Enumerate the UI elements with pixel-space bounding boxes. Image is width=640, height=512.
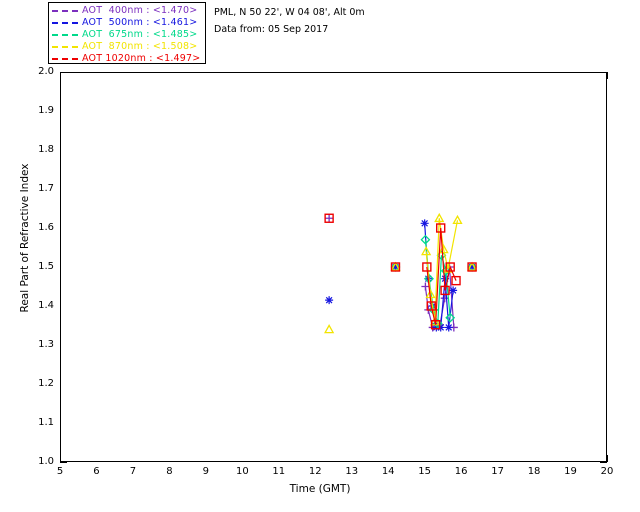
y-tick-label: 1.5 [38,261,54,272]
x-tick-label: 15 [418,466,432,477]
y-tick-label: 1.7 [38,183,54,194]
x-tick-label: 17 [491,466,504,477]
header-date-info: Data from: 05 Sep 2017 [214,24,329,35]
x-tick-label: 19 [564,466,577,477]
y-tick-label: 1.0 [38,456,54,467]
y-tick-label: 1.2 [38,378,54,389]
x-tick-label: 16 [454,466,468,477]
x-tick-label: 5 [56,466,64,477]
legend-label-1020nm: AOT 1020nm : <1.497> [82,53,201,64]
legend-item-400nm: AOT 400nm : <1.470> [52,5,204,17]
header-site-info: PML, N 50 22', W 04 08', Alt 0m [214,7,365,18]
y-tick-label: 1.3 [38,339,54,350]
y-tick-mark-right [600,462,607,463]
series-aot-1020nm [324,213,477,330]
plot-data-area [60,72,607,462]
x-tick-mark-top [607,72,608,79]
legend-label-400nm: AOT 400nm : <1.470> [82,5,198,16]
y-tick-label: 1.9 [38,105,54,116]
legend: AOT 400nm : <1.470> AOT 500nm : <1.461> AO… [48,2,206,64]
legend-line-swatch-400nm [52,10,78,12]
y-tick-label: 1.1 [38,417,54,428]
x-axis-title: Time (GMT) [289,483,351,495]
legend-item-870nm: AOT 870nm : <1.508> [52,41,204,53]
series-aot-400nm [325,214,477,332]
y-tick-label: 2.0 [38,66,54,77]
x-tick-label: 6 [93,466,100,477]
legend-label-870nm: AOT 870nm : <1.508> [82,41,198,52]
x-tick-label: 12 [308,466,322,477]
y-axis-title: Real Part of Refractive Index [19,163,31,313]
x-tick-label: 14 [381,466,395,477]
legend-line-swatch-1020nm [52,58,78,60]
x-tick-label: 11 [272,466,286,477]
legend-label-500nm: AOT 500nm : <1.461> [82,17,198,28]
y-tick-label: 1.6 [38,222,54,233]
x-tick-label: 10 [235,466,249,477]
x-tick-label: 8 [166,466,173,477]
x-tick-label: 20 [600,466,614,477]
legend-label-675nm: AOT 675nm : <1.485> [82,29,198,40]
x-tick-label: 7 [129,466,137,477]
x-tick-label: 9 [202,466,210,477]
y-tick-label: 1.8 [38,144,54,155]
x-tick-label: 13 [345,466,359,477]
legend-line-swatch-500nm [52,22,78,24]
x-tick-label: 18 [527,466,541,477]
legend-line-swatch-675nm [52,34,78,36]
plot-frame [60,72,607,462]
legend-item-500nm: AOT 500nm : <1.461> [52,17,204,29]
y-tick-mark [60,462,67,463]
y-tick-label: 1.4 [38,300,54,311]
x-tick-mark [607,455,608,462]
legend-line-swatch-870nm [52,46,78,48]
legend-item-675nm: AOT 675nm : <1.485> [52,29,204,41]
data-series-svg [324,212,478,334]
legend-item-1020nm: AOT 1020nm : <1.497> [52,53,204,65]
